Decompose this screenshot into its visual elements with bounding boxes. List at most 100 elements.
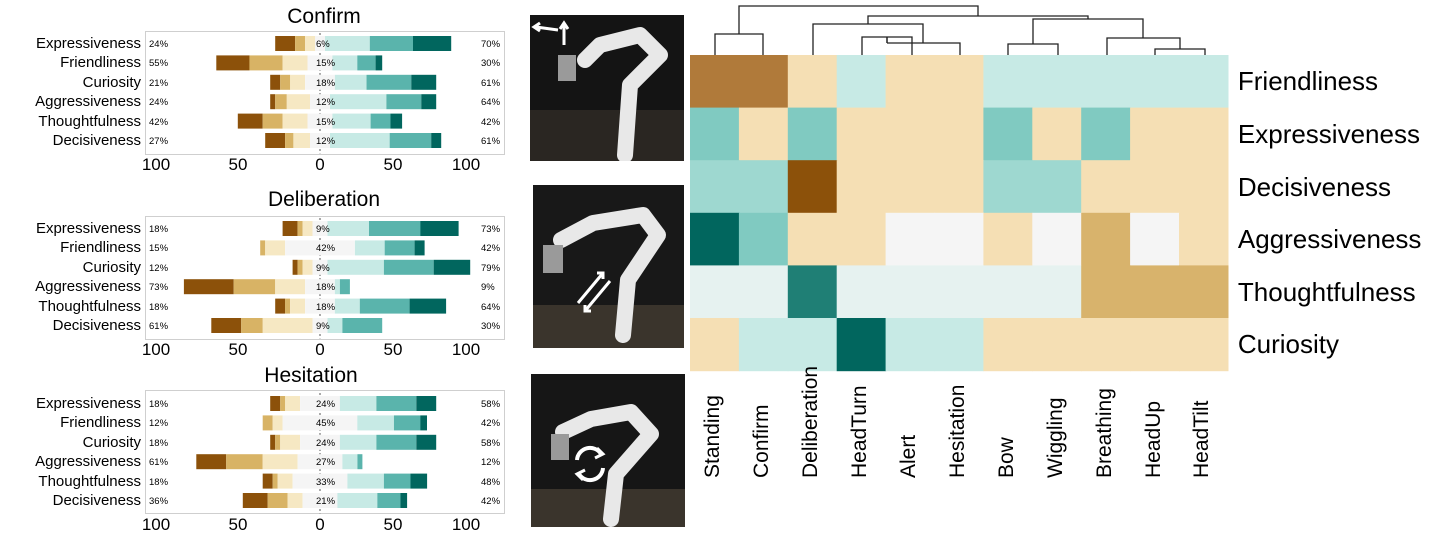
- likert-bar-segment: [262, 415, 273, 431]
- heatmap-column-label: Alert: [897, 434, 921, 478]
- likert-bar-segment: [377, 493, 401, 508]
- heatmap-cell: [690, 265, 740, 319]
- likert-bar-segment: [357, 454, 363, 470]
- likert-bar-segment: [242, 493, 268, 508]
- percent-neutral: 18%: [316, 77, 336, 89]
- heatmap-cell: [787, 318, 838, 372]
- likert-bar-segment: [312, 221, 328, 236]
- likert-bar-segment: [325, 36, 370, 51]
- axis-tick-label: 50: [383, 340, 403, 360]
- likert-bar-segment: [233, 279, 276, 295]
- heatmap-cell: [787, 160, 838, 214]
- likert-bar-segment: [420, 415, 427, 431]
- likert-bar-segment: [282, 415, 358, 431]
- heatmap: [690, 5, 1229, 372]
- heatmap-cell: [1032, 265, 1082, 319]
- likert-bar-segment: [241, 318, 263, 333]
- likert-bar-segment: [332, 113, 371, 129]
- heatmap-cell: [1032, 160, 1082, 214]
- heatmap-cell: [1081, 107, 1131, 161]
- percent-left: 55%: [149, 58, 169, 70]
- heatmap-cell: [1130, 107, 1180, 161]
- likert-bar-segment: [359, 298, 410, 314]
- heatmap-column-label: Breathing: [1092, 388, 1116, 478]
- likert-bar-segment: [370, 113, 391, 129]
- row-label: Curiosity: [82, 258, 141, 276]
- likert-bar-segment: [267, 493, 288, 508]
- heatmap-cell: [934, 55, 984, 109]
- heatmap-cell: [1179, 265, 1229, 319]
- likert-bar-segment: [339, 396, 377, 411]
- likert-bar-segment: [369, 221, 421, 236]
- percent-neutral: 27%: [316, 457, 336, 469]
- likert-bar-segment: [292, 259, 298, 275]
- likert-bar-segment: [409, 298, 447, 314]
- heatmap-cell: [983, 318, 1033, 372]
- heatmap-cell: [836, 265, 887, 319]
- heatmap-cell: [1032, 212, 1082, 266]
- likert-bar-segment: [315, 36, 325, 51]
- likert-bar-segment: [280, 434, 301, 450]
- likert-bar-segment: [262, 473, 273, 489]
- percent-neutral: 21%: [316, 496, 336, 507]
- row-label: Decisiveness: [52, 132, 141, 149]
- percent-right: 42%: [481, 243, 501, 255]
- likert-bar-segment: [282, 113, 308, 129]
- row-label: Expressiveness: [35, 395, 141, 412]
- likert-bar-segment: [262, 454, 298, 470]
- heatmap-cell: [738, 212, 789, 266]
- panel-title-hesitation: Hesitation: [264, 364, 358, 387]
- likert-bar-segment: [237, 113, 263, 129]
- axis-tick-label: 50: [383, 515, 403, 535]
- heatmap-cell: [983, 265, 1033, 319]
- likert-bars-deliberation: [183, 218, 471, 339]
- percent-neutral: 9%: [316, 321, 330, 332]
- likert-bar-segment: [262, 318, 313, 333]
- percent-right: 12%: [481, 457, 501, 469]
- likert-bar-segment: [285, 240, 355, 256]
- likert-bar-segment: [347, 473, 384, 489]
- likert-bar-segment: [414, 240, 425, 256]
- row-label: Expressiveness: [35, 220, 141, 237]
- likert-bar-segment: [287, 493, 303, 508]
- heatmap-cell: [787, 212, 838, 266]
- heatmap-row-label: Expressiveness: [1237, 118, 1420, 149]
- axis-tick-label: 0: [315, 515, 325, 535]
- axis-tick-label: 100: [451, 515, 481, 535]
- likert-bar-segment: [342, 318, 383, 333]
- likert-bar-segment: [270, 434, 276, 450]
- heatmap-cell: [1179, 55, 1229, 109]
- likert-bar-segment: [275, 434, 281, 450]
- percent-right: 73%: [481, 224, 501, 235]
- percent-left: 18%: [149, 437, 169, 449]
- likert-bar-segment: [297, 454, 343, 470]
- likert-bar-segment: [277, 473, 293, 489]
- percent-right: 64%: [481, 301, 501, 313]
- heatmap-cell: [983, 107, 1033, 161]
- heatmap-column-label: HeadUp: [1141, 400, 1165, 478]
- percent-left: 18%: [149, 301, 169, 313]
- percent-neutral: 24%: [316, 399, 336, 410]
- percent-right: 58%: [481, 437, 501, 449]
- percent-neutral: 45%: [316, 418, 336, 430]
- heatmap-column-label: Wiggling: [1043, 397, 1067, 478]
- percent-right: 42%: [481, 418, 501, 430]
- heatmap-cell: [1179, 318, 1229, 372]
- axis-tick-label: 100: [141, 340, 171, 360]
- row-label: Aggressiveness: [35, 93, 141, 111]
- heatmap-cell: [885, 55, 936, 109]
- likert-bar-segment: [366, 74, 412, 90]
- heatmap-column-label: Bow: [994, 437, 1018, 478]
- heatmap-cell: [885, 212, 936, 266]
- row-label: Thoughtfulness: [38, 112, 141, 130]
- likert-bar-segment: [275, 94, 287, 110]
- heatmap-cell: [885, 318, 936, 372]
- percent-left: 27%: [149, 136, 169, 147]
- likert-bar-segment: [302, 259, 313, 275]
- likert-bar-segment: [275, 36, 296, 51]
- percent-left: 42%: [149, 116, 169, 128]
- likert-bar-segment: [211, 318, 242, 333]
- likert-bar-segment: [376, 434, 417, 450]
- likert-bar-segment: [290, 298, 305, 314]
- likert-bar-segment: [416, 396, 437, 411]
